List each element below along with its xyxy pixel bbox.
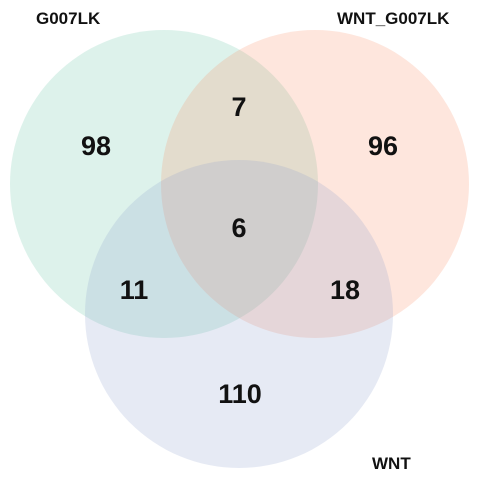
set-circle-wnt-g007lk — [161, 30, 469, 338]
count-wnt-g007lk-and-wnt: 18 — [330, 275, 360, 305]
count-only-g007lk: 98 — [81, 131, 111, 161]
set-circle-g007lk — [10, 30, 318, 338]
set-label-g007lk: G007LK — [36, 9, 101, 28]
count-only-wnt-g007lk: 96 — [368, 131, 398, 161]
set-label-wnt-g007lk: WNT_G007LK — [337, 9, 450, 28]
set-label-wnt: WNT — [372, 454, 411, 473]
set-circle-wnt — [85, 160, 393, 468]
count-g007lk-and-wnt: 11 — [120, 275, 149, 305]
count-all-three: 6 — [231, 213, 246, 243]
count-g007lk-and-wnt-g007lk: 7 — [231, 92, 246, 122]
count-only-wnt: 110 — [218, 379, 262, 409]
